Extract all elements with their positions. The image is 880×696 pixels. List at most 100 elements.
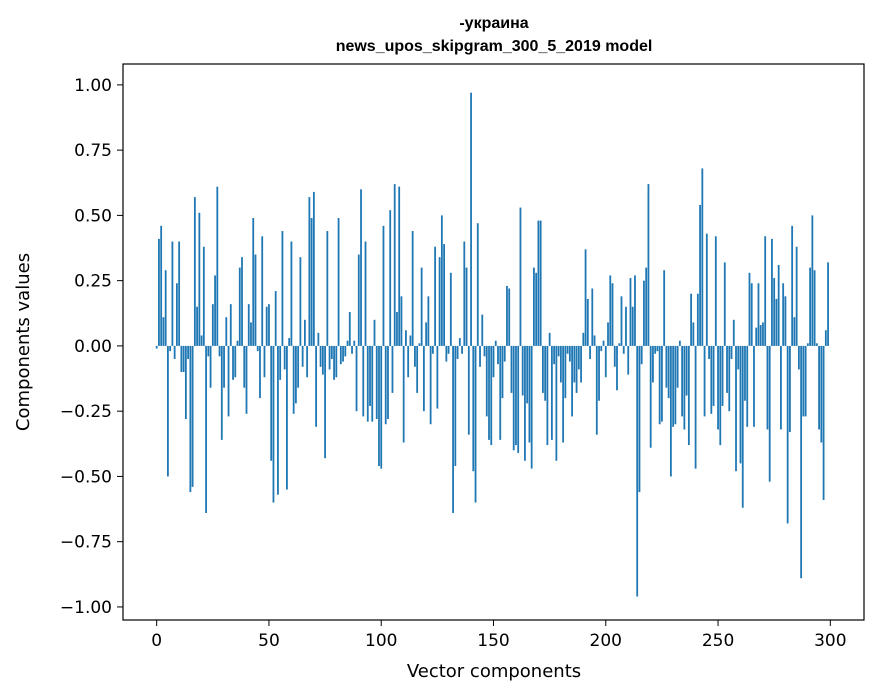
- y-tick-label: 1.00: [74, 76, 112, 96]
- bar-component-283: [791, 225, 794, 346]
- bar-component-79: [333, 345, 335, 380]
- bar-component-264: [748, 272, 751, 346]
- bar-component-104: [389, 210, 392, 346]
- bar-component-236: [685, 345, 688, 396]
- bar-component-42: [250, 322, 252, 346]
- bar-component-44: [254, 254, 257, 346]
- bar-component-255: [728, 345, 731, 412]
- bar-component-28: [218, 345, 221, 357]
- bar-component-26: [214, 275, 216, 346]
- bar-component-155: [503, 345, 506, 362]
- bar-component-246: [708, 345, 710, 359]
- bar-component-43: [252, 218, 255, 346]
- bar-component-273: [768, 345, 771, 482]
- y-tick-label: −0.50: [60, 467, 112, 487]
- bar-component-20: [200, 335, 203, 346]
- bar-component-297: [822, 345, 825, 500]
- bar-component-101: [382, 225, 385, 346]
- bar-component-137: [463, 241, 466, 346]
- bar-component-134: [456, 345, 459, 359]
- bar-component-288: [802, 345, 805, 417]
- bar-component-161: [517, 345, 520, 453]
- bar-component-150: [492, 345, 495, 378]
- bar-component-35: [234, 345, 237, 378]
- bar-component-225: [661, 345, 663, 422]
- bar-component-88: [353, 340, 356, 346]
- bar-component-275: [773, 278, 776, 346]
- bar-component-181: [562, 345, 565, 443]
- bar-component-263: [746, 345, 749, 427]
- bar-component-205: [616, 345, 618, 391]
- bar-component-163: [521, 345, 524, 396]
- bar-component-48: [263, 345, 266, 378]
- bar-component-186: [573, 345, 576, 383]
- bar-component-235: [683, 345, 686, 430]
- bar-component-256: [730, 345, 733, 359]
- bar-component-92: [362, 345, 365, 417]
- bar-component-57: [283, 345, 286, 370]
- bar-component-169: [535, 272, 538, 346]
- bar-component-223: [656, 345, 659, 352]
- bar-component-95: [369, 345, 371, 406]
- bar-component-184: [568, 345, 571, 362]
- bar-component-252: [721, 345, 724, 406]
- bar-component-270: [762, 322, 764, 346]
- y-tick-label: 0.50: [74, 206, 112, 226]
- bar-component-213: [634, 275, 636, 346]
- bar-component-216: [640, 345, 643, 365]
- bar-component-160: [515, 345, 517, 446]
- bar-component-192: [586, 298, 589, 346]
- bar-component-40: [245, 345, 248, 414]
- bar-component-65: [301, 345, 304, 367]
- bar-component-251: [719, 345, 722, 446]
- bar-component-197: [598, 345, 600, 401]
- bar-component-81: [337, 218, 340, 346]
- bar-component-53: [274, 291, 277, 346]
- bar-component-141: [472, 345, 475, 472]
- bar-component-233: [678, 340, 681, 346]
- bar-component-138: [465, 267, 468, 346]
- bar-component-18: [196, 306, 198, 346]
- bar-component-144: [479, 345, 481, 367]
- bar-component-245: [705, 233, 708, 346]
- bar-component-187: [575, 345, 578, 393]
- bar-component-11: [180, 345, 183, 373]
- bar-component-80: [335, 345, 338, 378]
- bar-component-86: [348, 311, 351, 346]
- bar-component-46: [259, 345, 261, 399]
- bar-component-2: [160, 225, 163, 346]
- bar-component-16: [191, 345, 194, 487]
- bar-component-240: [694, 345, 697, 469]
- bar-component-165: [526, 345, 529, 404]
- bar-component-248: [712, 345, 715, 406]
- bar-component-50: [268, 304, 270, 346]
- bar-component-195: [593, 335, 596, 346]
- bar-component-82: [339, 345, 342, 365]
- bar-component-123: [431, 345, 434, 354]
- bar-component-75: [324, 345, 326, 459]
- y-tick-label: 0.75: [74, 141, 112, 161]
- bar-component-289: [804, 345, 807, 417]
- bar-component-243: [701, 168, 704, 346]
- x-tick-label: 100: [365, 631, 397, 651]
- bar-component-199: [602, 340, 605, 346]
- bar-component-178: [555, 345, 558, 461]
- bar-component-12: [182, 345, 185, 373]
- bar-component-108: [398, 186, 401, 346]
- bar-component-249: [714, 236, 717, 346]
- bar-component-259: [737, 345, 740, 370]
- bar-component-149: [490, 345, 493, 446]
- bar-component-34: [232, 345, 234, 380]
- bar-component-32: [227, 345, 230, 417]
- bar-component-77: [328, 345, 331, 370]
- bar-component-185: [571, 345, 573, 417]
- bar-component-214: [636, 345, 639, 597]
- bar-component-93: [364, 241, 367, 346]
- bar-component-143: [476, 223, 479, 346]
- bar-component-124: [434, 246, 437, 346]
- bar-component-266: [753, 345, 755, 427]
- bar-component-287: [800, 345, 803, 579]
- bar-component-45: [256, 345, 259, 352]
- bar-component-24: [209, 345, 212, 388]
- bar-component-140: [470, 92, 472, 346]
